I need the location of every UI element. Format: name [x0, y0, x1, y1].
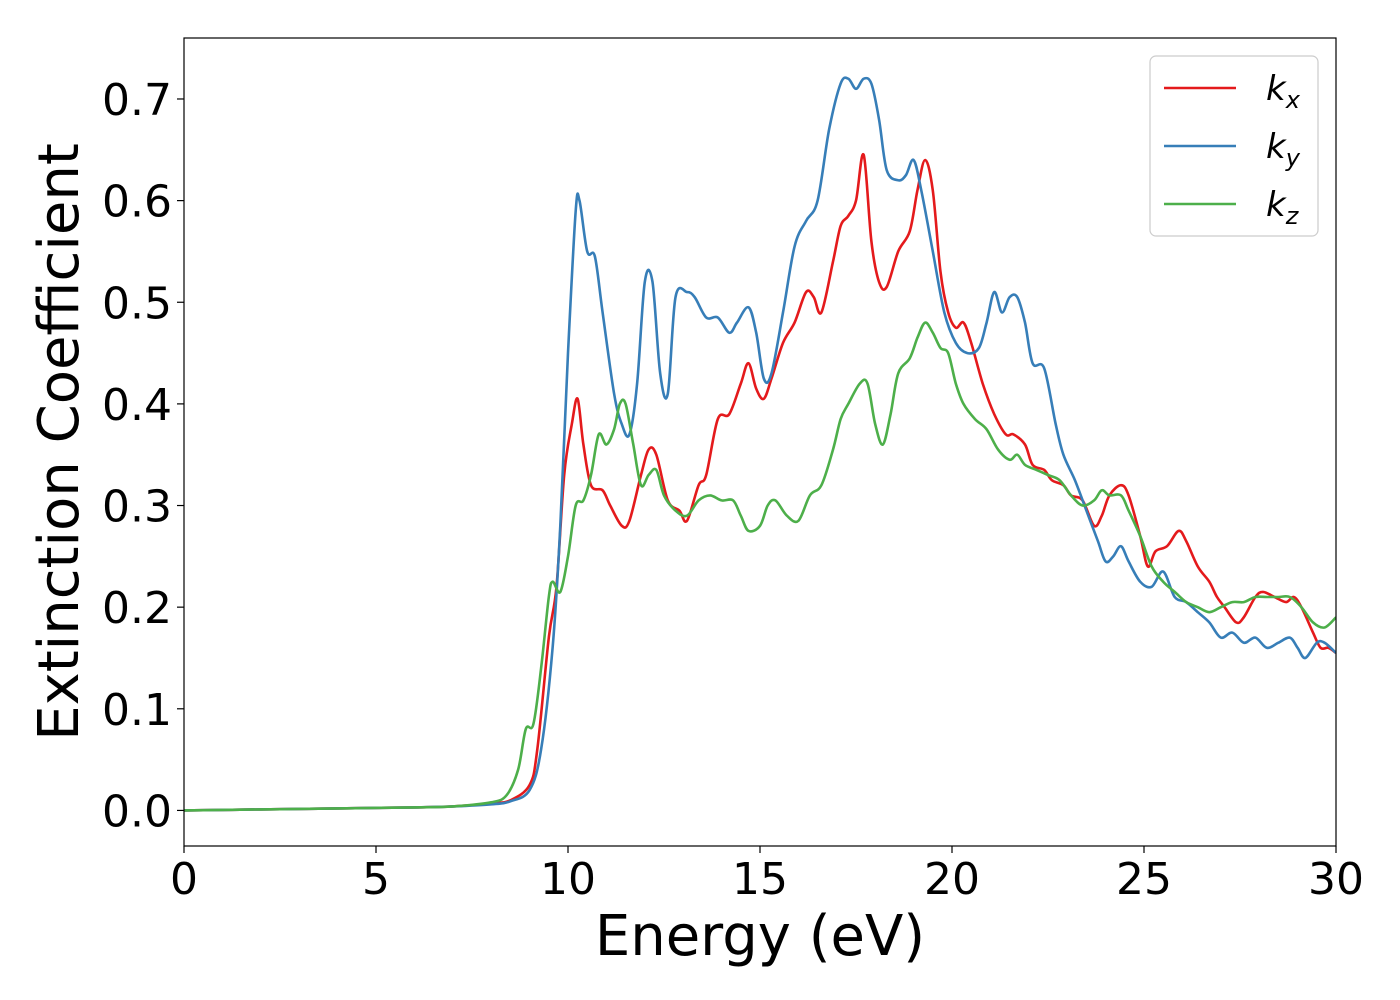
y-tick-label: 0.1: [102, 685, 172, 736]
y-tick-label: 0.2: [102, 583, 172, 634]
y-tick-label: 0.3: [102, 482, 172, 533]
x-tick-label: 15: [732, 854, 788, 905]
x-axis-label: Energy (eV): [595, 904, 925, 969]
y-tick-label: 0.6: [102, 177, 172, 228]
y-tick-label: 0.7: [102, 75, 172, 126]
plot-area-lines: [184, 76, 1336, 812]
x-tick-label: 25: [1116, 854, 1172, 905]
x-tick-label: 10: [540, 854, 596, 905]
series-line-ky: [184, 76, 1336, 812]
y-tick-label: 0.4: [102, 380, 172, 431]
series-line-kx: [184, 153, 1336, 812]
x-tick-label: 0: [170, 854, 198, 905]
x-tick-label: 20: [924, 854, 980, 905]
x-tick-label: 30: [1308, 854, 1364, 905]
legend-label-kz: kz: [1266, 185, 1300, 230]
legend: kx ky kz: [1149, 55, 1319, 237]
legend-label-kx: kx: [1266, 69, 1301, 114]
y-axis-ticks: 0.0 0.1 0.2 0.3 0.4 0.5 0.6 0.7: [102, 75, 184, 837]
legend-label-ky: ky: [1266, 127, 1301, 172]
y-tick-label: 0.5: [102, 278, 172, 329]
y-tick-label: 0.0: [102, 786, 172, 837]
x-tick-label: 5: [362, 854, 390, 905]
series-line-kz: [184, 321, 1336, 812]
y-axis-label: Extinction Coefficient: [27, 143, 92, 741]
x-axis-ticks: 0 5 10 15 20 25 30: [170, 846, 1364, 905]
